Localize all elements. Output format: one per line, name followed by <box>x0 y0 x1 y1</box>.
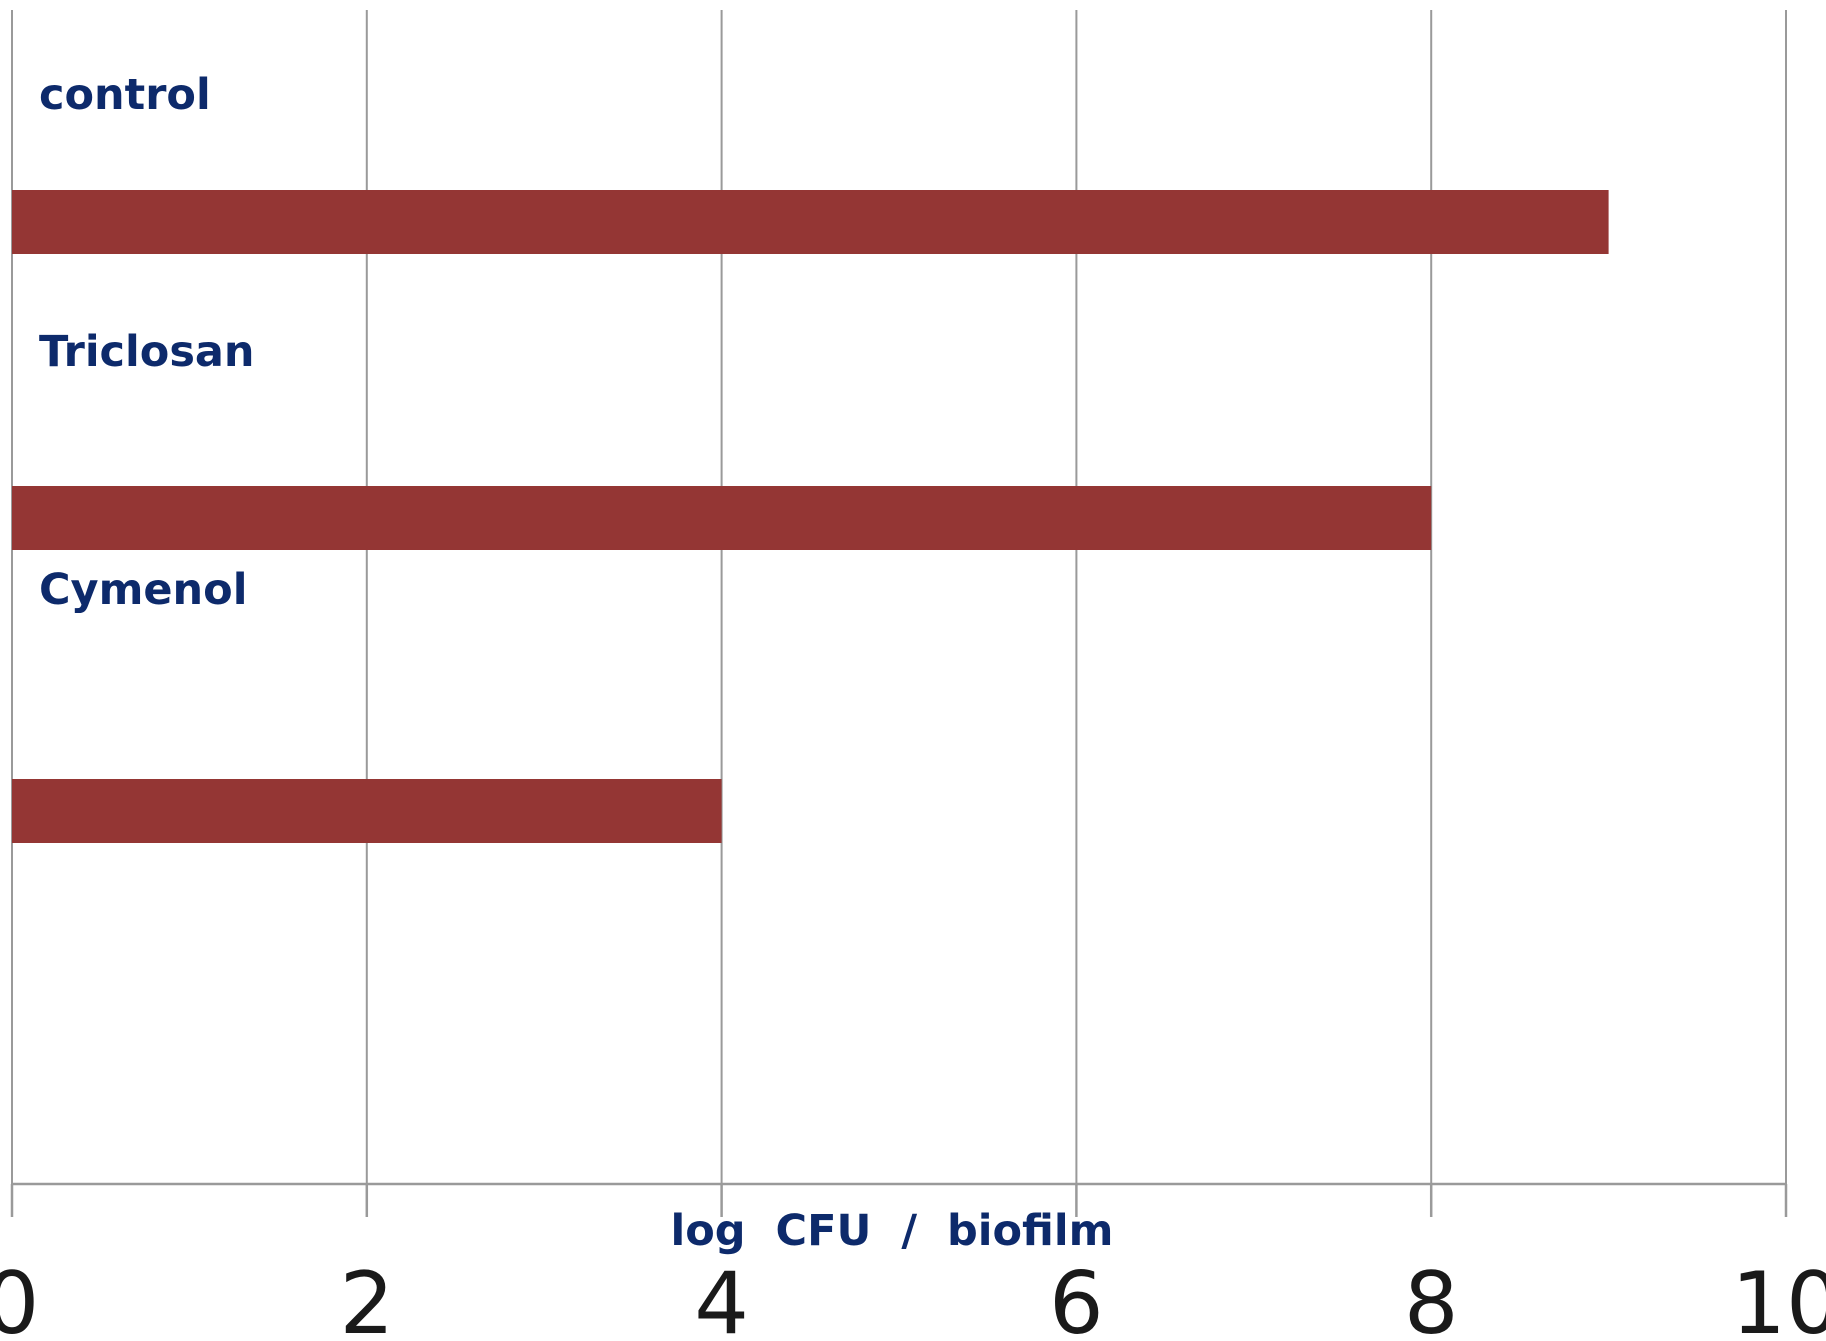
bar-triclosan <box>12 486 1432 550</box>
category-label-triclosan: Triclosan <box>39 327 255 377</box>
tick-label-0: 0 <box>0 1254 39 1341</box>
tick-label-8: 8 <box>1404 1254 1459 1341</box>
category-labels: control Triclosan Cymenol <box>39 70 255 615</box>
category-label-cymenol: Cymenol <box>39 565 247 615</box>
bar-control <box>12 190 1609 254</box>
bars <box>12 190 1609 843</box>
tick-label-6: 6 <box>1049 1254 1104 1341</box>
tick-label-2: 2 <box>339 1254 394 1341</box>
category-label-control: control <box>39 70 211 120</box>
x-axis-title: log CFU / biofilm <box>671 1206 1114 1256</box>
tick-label-10: 10 <box>1731 1254 1826 1341</box>
tick-label-4: 4 <box>694 1254 749 1341</box>
x-axis-ticks: 0 2 4 6 8 10 <box>0 1184 1826 1341</box>
bar-cymenol <box>12 779 722 843</box>
gridlines <box>11 10 1787 1184</box>
